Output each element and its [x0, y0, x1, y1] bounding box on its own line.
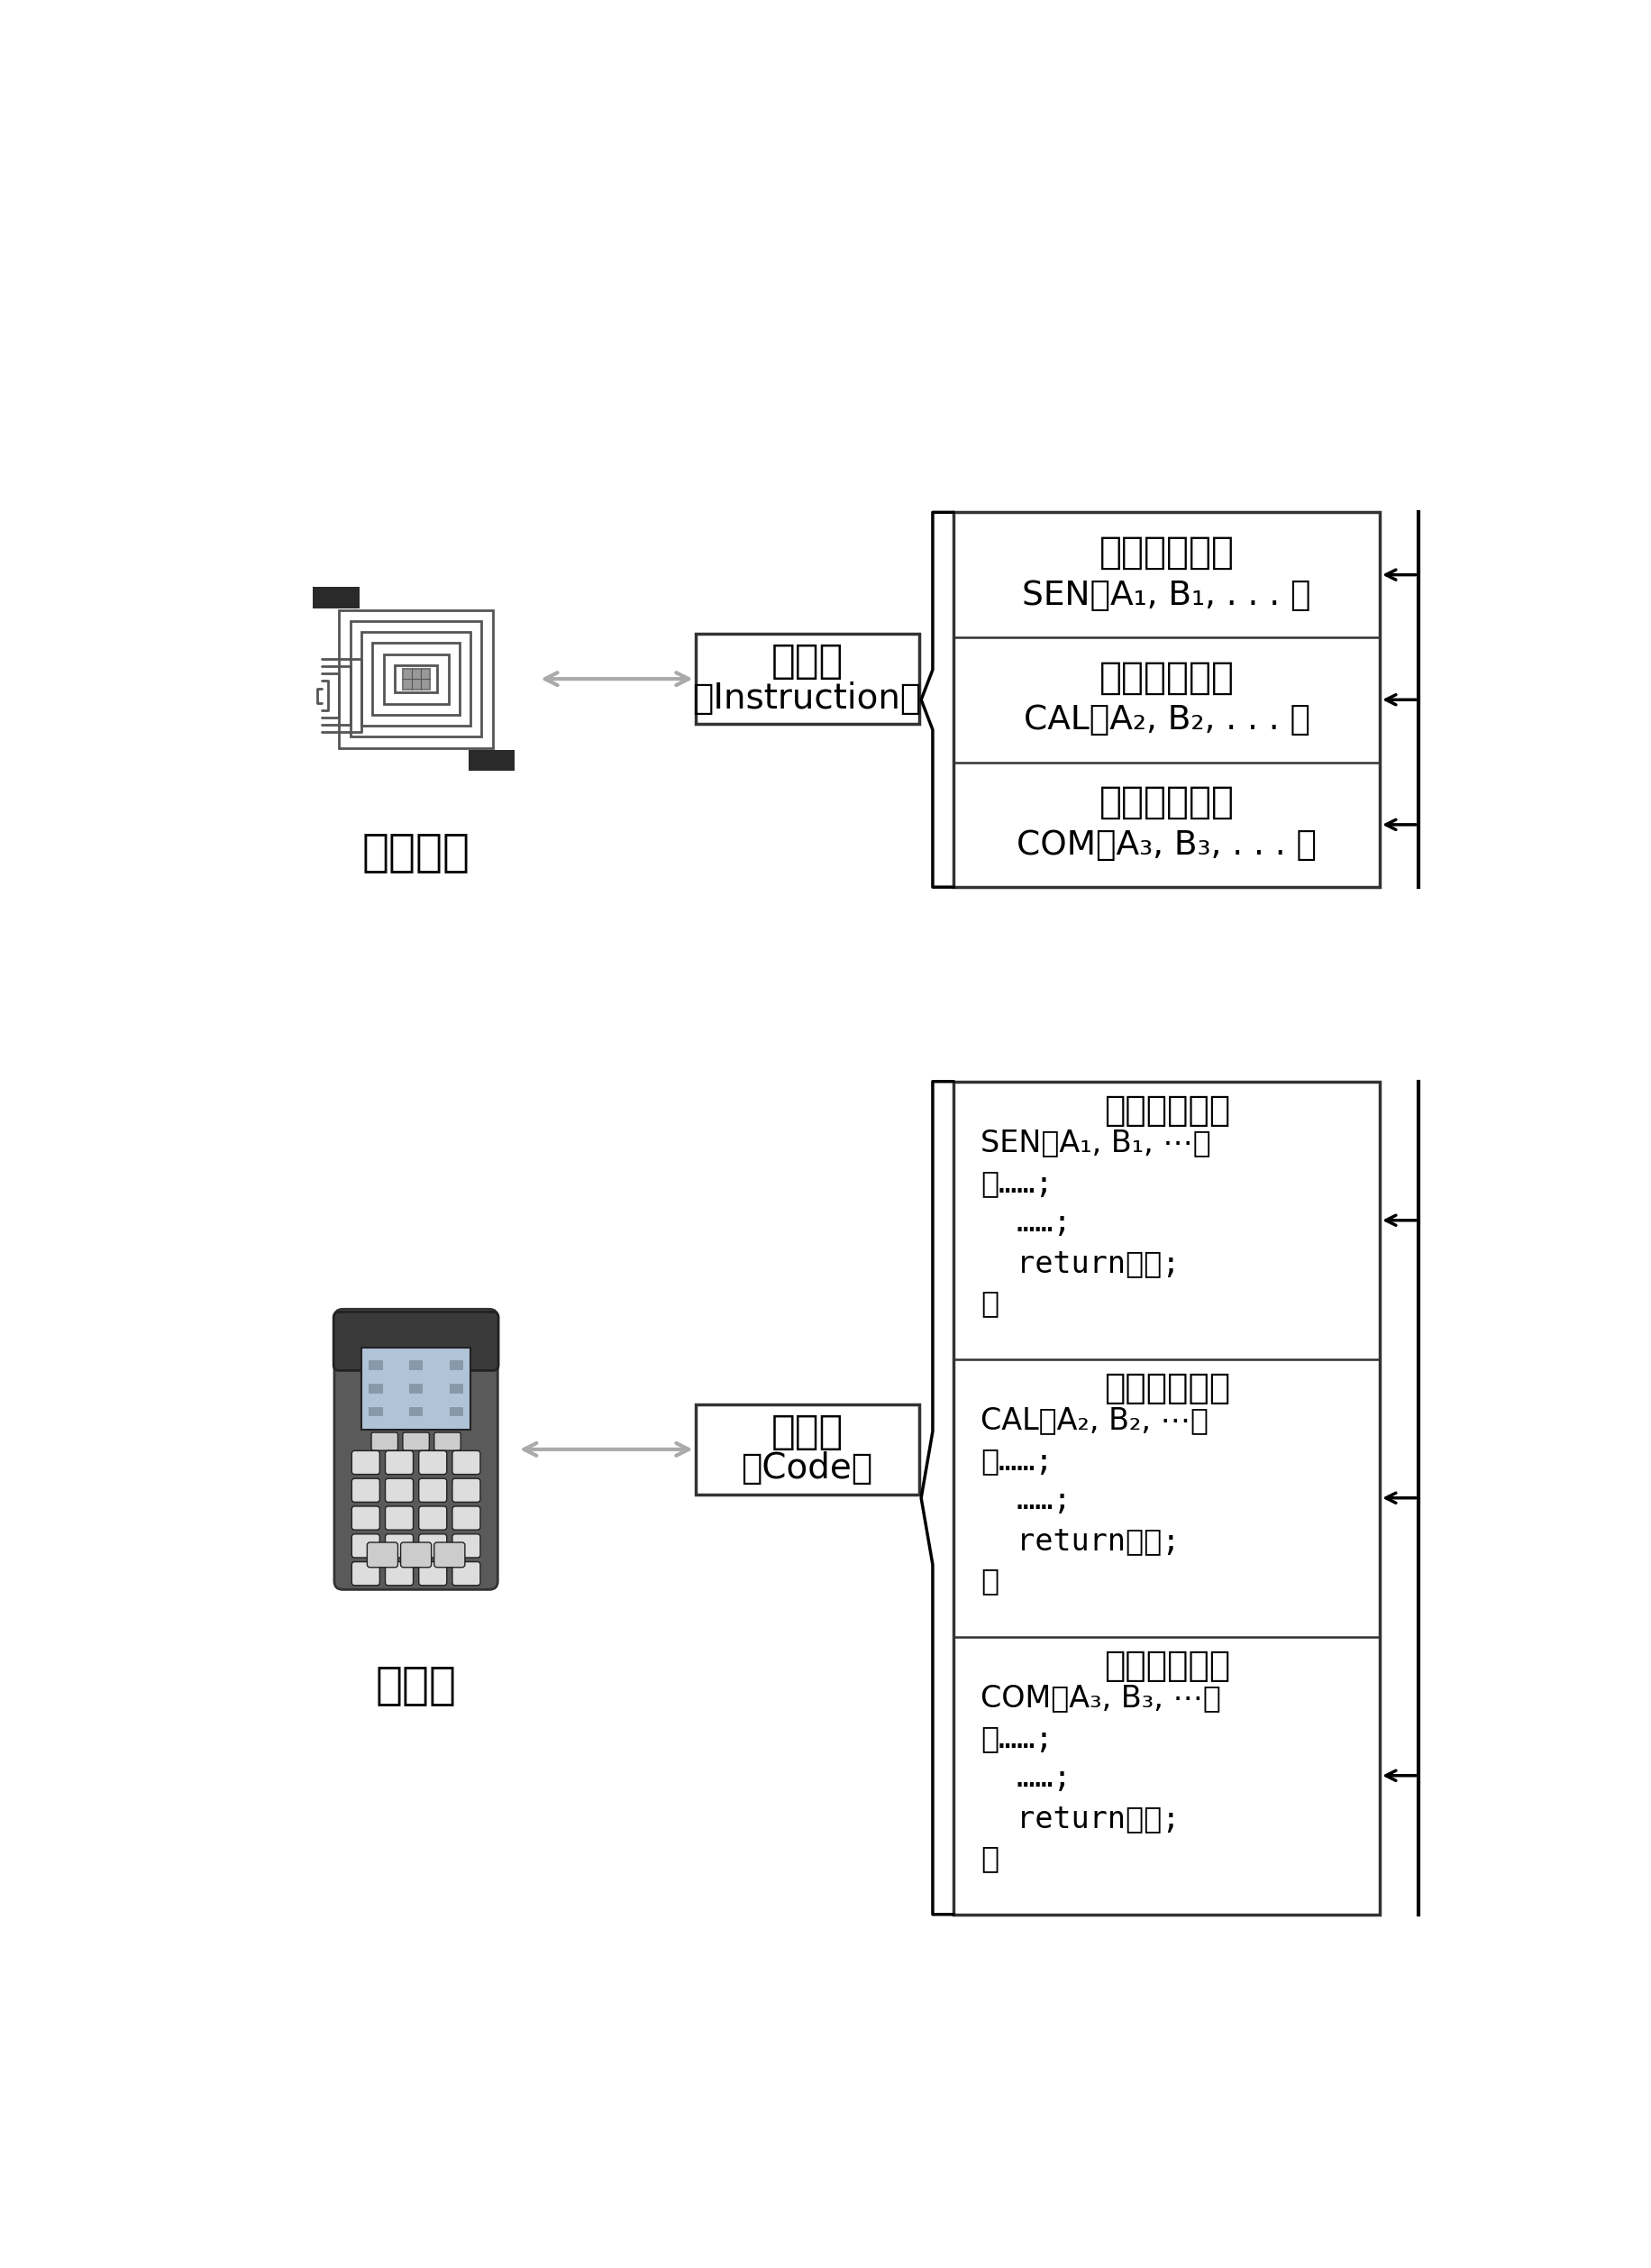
FancyBboxPatch shape	[352, 1452, 380, 1474]
Bar	[395, 665, 438, 692]
Text: SEN（A₁, B₁, . . . ）: SEN（A₁, B₁, . . . ）	[1022, 578, 1311, 612]
Bar	[368, 1406, 383, 1418]
FancyBboxPatch shape	[452, 1452, 480, 1474]
Bar	[350, 621, 482, 737]
FancyBboxPatch shape	[452, 1533, 480, 1558]
Text: 感知功能指令: 感知功能指令	[1098, 533, 1233, 572]
Text: ｛……;: ｛……;	[979, 1445, 1052, 1476]
Bar	[449, 1361, 462, 1370]
Text: COM（A₃, B₃, ⋯）: COM（A₃, B₃, ⋯）	[979, 1683, 1220, 1712]
Text: COM（A₃, B₃, . . . ）: COM（A₃, B₃, . . . ）	[1017, 830, 1316, 862]
FancyBboxPatch shape	[452, 1479, 480, 1501]
Text: 通信功能指令: 通信功能指令	[1098, 782, 1233, 821]
FancyBboxPatch shape	[401, 1542, 431, 1567]
Text: 通信功能代码: 通信功能代码	[1103, 1649, 1230, 1683]
Text: 代码段: 代码段	[771, 1413, 844, 1452]
FancyBboxPatch shape	[452, 1563, 480, 1585]
Text: 读写器: 读写器	[375, 1665, 456, 1708]
Bar	[449, 1383, 462, 1393]
Text: SEN（A₁, B₁, ⋯）: SEN（A₁, B₁, ⋯）	[979, 1127, 1210, 1157]
FancyBboxPatch shape	[352, 1563, 380, 1585]
FancyBboxPatch shape	[385, 1479, 413, 1501]
FancyBboxPatch shape	[419, 1533, 446, 1558]
Bar	[314, 587, 358, 608]
FancyBboxPatch shape	[385, 1533, 413, 1558]
Text: 计算功能指令: 计算功能指令	[1098, 658, 1233, 696]
Text: return（）;: return（）;	[979, 1803, 1179, 1833]
Text: ｝: ｝	[979, 1844, 997, 1873]
Bar	[338, 610, 492, 748]
FancyBboxPatch shape	[434, 1542, 464, 1567]
Text: （Code）: （Code）	[741, 1452, 873, 1486]
Bar	[409, 1383, 423, 1393]
Text: 电子标签: 电子标签	[362, 830, 471, 873]
FancyBboxPatch shape	[419, 1506, 446, 1531]
FancyBboxPatch shape	[385, 1563, 413, 1585]
Text: ……;: ……;	[979, 1209, 1070, 1238]
FancyBboxPatch shape	[434, 1433, 461, 1452]
Text: ……;: ……;	[979, 1486, 1070, 1515]
Text: ｛……;: ｛……;	[979, 1168, 1052, 1198]
FancyBboxPatch shape	[419, 1479, 446, 1501]
FancyBboxPatch shape	[362, 1347, 471, 1429]
Text: ……;: ……;	[979, 1765, 1070, 1794]
FancyBboxPatch shape	[352, 1533, 380, 1558]
Text: 指令段: 指令段	[771, 642, 844, 680]
Bar	[409, 1361, 423, 1370]
FancyBboxPatch shape	[452, 1506, 480, 1531]
Bar	[383, 653, 447, 703]
Bar	[406, 676, 426, 683]
Bar	[368, 1361, 383, 1370]
Text: return（）;: return（）;	[979, 1247, 1179, 1279]
Bar	[373, 644, 459, 714]
Bar	[403, 669, 429, 689]
Text: ｝: ｝	[979, 1288, 997, 1318]
Text: CAL（A₂, B₂, . . . ）: CAL（A₂, B₂, . . . ）	[1024, 705, 1309, 737]
Text: ｛……;: ｛……;	[979, 1724, 1052, 1753]
Text: return（）;: return（）;	[979, 1526, 1179, 1556]
Bar	[449, 1406, 462, 1418]
Bar	[409, 1406, 423, 1418]
FancyBboxPatch shape	[334, 1309, 497, 1590]
Text: CAL（A₂, B₂, ⋯）: CAL（A₂, B₂, ⋯）	[979, 1406, 1207, 1436]
Text: 感知功能代码: 感知功能代码	[1103, 1093, 1230, 1127]
FancyBboxPatch shape	[385, 1452, 413, 1474]
FancyBboxPatch shape	[352, 1506, 380, 1531]
Bar	[467, 751, 513, 771]
Bar	[953, 1082, 1379, 1914]
Bar	[368, 1383, 383, 1393]
Bar	[362, 633, 471, 726]
Bar	[953, 513, 1379, 887]
FancyBboxPatch shape	[371, 1433, 398, 1452]
FancyBboxPatch shape	[334, 1311, 499, 1370]
FancyBboxPatch shape	[403, 1433, 429, 1452]
FancyBboxPatch shape	[419, 1452, 446, 1474]
FancyBboxPatch shape	[352, 1479, 380, 1501]
Text: （Instruction）: （Instruction）	[692, 680, 921, 714]
FancyBboxPatch shape	[419, 1563, 446, 1585]
Text: ｝: ｝	[979, 1567, 997, 1597]
FancyBboxPatch shape	[695, 1404, 918, 1495]
FancyBboxPatch shape	[367, 1542, 398, 1567]
FancyBboxPatch shape	[385, 1506, 413, 1531]
Text: 计算功能代码: 计算功能代码	[1103, 1372, 1230, 1406]
FancyBboxPatch shape	[695, 633, 918, 723]
